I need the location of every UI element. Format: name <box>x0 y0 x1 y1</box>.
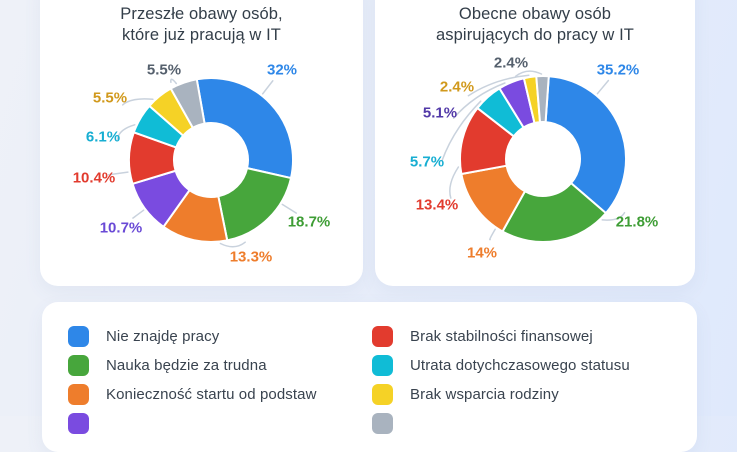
donut-slice <box>544 75 628 215</box>
donut-slice <box>217 167 292 242</box>
legend-swatch-cyan <box>372 355 393 376</box>
slice-percent-label: 5.1% <box>423 104 457 121</box>
legend-item-financial-stability: Brak stabilności finansowej <box>372 326 593 347</box>
legend-item-purple-cropped <box>68 413 106 434</box>
slice-percent-label: 32% <box>267 61 297 78</box>
donut-chart-current-fears: 35.2% 21.8% 14% 13.4% 5.7% 5.1% 2.4% 2.4% <box>410 54 659 261</box>
label-leader-line <box>219 241 246 248</box>
donut-slice <box>169 78 206 129</box>
legend-item-family-support: Brak wsparcia rodziny <box>372 384 559 405</box>
slice-percent-label: 5.5% <box>93 89 127 106</box>
chart-card-current-fears: Obecne obawy osób aspirujących do pracy … <box>375 0 695 286</box>
label-leader-line <box>452 82 506 119</box>
slice-percent-label: 13.4% <box>416 196 459 213</box>
legend-item-no-job: Nie znajdę pracy <box>68 326 219 347</box>
chart-title-past: Przeszłe obawy osób, które już pracują w… <box>40 0 363 46</box>
chart-card-past-fears: Przeszłe obawy osób, które już pracują w… <box>40 0 363 286</box>
legend-card: Nie znajdę pracy Nauka będzie za trudna … <box>42 302 697 452</box>
slice-percent-label: 18.7% <box>288 213 331 230</box>
legend-item-status-loss: Utrata dotychczasowego statusu <box>372 355 630 376</box>
legend-item-learning-hard: Nauka będzie za trudna <box>68 355 267 376</box>
slice-percent-label: 21.8% <box>616 213 659 230</box>
legend-swatch-orange <box>68 384 89 405</box>
label-leader-line <box>489 228 496 241</box>
legend-label: Konieczność startu od podstaw <box>106 386 317 403</box>
legend-label: Utrata dotychczasowego statusu <box>410 357 630 374</box>
legend-label: Nauka będzie za trudna <box>106 357 267 374</box>
label-leader-line <box>108 171 129 176</box>
label-leader-line <box>170 78 178 85</box>
legend-label: Brak stabilności finansowej <box>410 328 593 345</box>
label-leader-line <box>449 166 460 199</box>
donut-slice <box>535 74 550 124</box>
slice-percent-label: 2.4% <box>494 54 528 71</box>
chart-title-past-line1: Przeszłe obawy osób, <box>120 5 283 23</box>
slice-percent-label: 5.5% <box>147 61 181 78</box>
label-leader-line <box>121 98 154 106</box>
slice-percent-label: 35.2% <box>597 61 640 78</box>
chart-title-current-line2: aspirujących do pracy w IT <box>436 26 634 44</box>
label-leader-line <box>132 209 145 219</box>
legend-swatch-gray <box>372 413 393 434</box>
label-leader-line <box>441 100 482 162</box>
legend-swatch-blue <box>68 326 89 347</box>
legend-label: Brak wsparcia rodziny <box>410 386 559 403</box>
label-leader-line <box>601 211 626 221</box>
chart-title-current: Obecne obawy osób aspirujących do pracy … <box>375 0 695 46</box>
legend-item-gray-cropped <box>372 413 410 434</box>
infographic-page: { "colors": { "leader_line": "#C9D2DD", … <box>0 0 737 434</box>
slice-percent-label: 14% <box>467 244 497 261</box>
legend-label: Nie znajdę pracy <box>106 328 220 345</box>
legend-swatch-purple <box>68 413 89 434</box>
legend-swatch-red <box>372 326 393 347</box>
label-leader-line <box>116 124 136 141</box>
label-leader-line <box>596 79 610 95</box>
donut-chart-past-fears: 32% 18.7% 13.3% 10.7% 10.4% 6.1% 5.5% 5.5% <box>73 61 331 265</box>
label-leader-line <box>467 74 530 97</box>
slice-percent-label: 5.7% <box>410 153 444 170</box>
legend-swatch-green <box>68 355 89 376</box>
slice-percent-label: 13.3% <box>230 248 273 265</box>
slice-percent-label: 10.7% <box>100 219 143 236</box>
donut-slice <box>195 77 294 180</box>
legend-item-start-from-scratch: Konieczność startu od podstaw <box>68 384 317 405</box>
label-leader-line <box>261 80 274 95</box>
slice-percent-label: 10.4% <box>73 169 116 186</box>
label-leader-line <box>281 203 298 214</box>
label-leader-line <box>514 70 543 77</box>
chart-title-past-line2: które już pracują w IT <box>121 26 281 44</box>
legend-swatch-yellow <box>372 384 393 405</box>
donut-slice <box>501 182 607 243</box>
slice-percent-label: 2.4% <box>440 78 474 95</box>
chart-title-current-line1: Obecne obawy osób <box>458 5 612 23</box>
slice-percent-label: 6.1% <box>86 128 120 145</box>
